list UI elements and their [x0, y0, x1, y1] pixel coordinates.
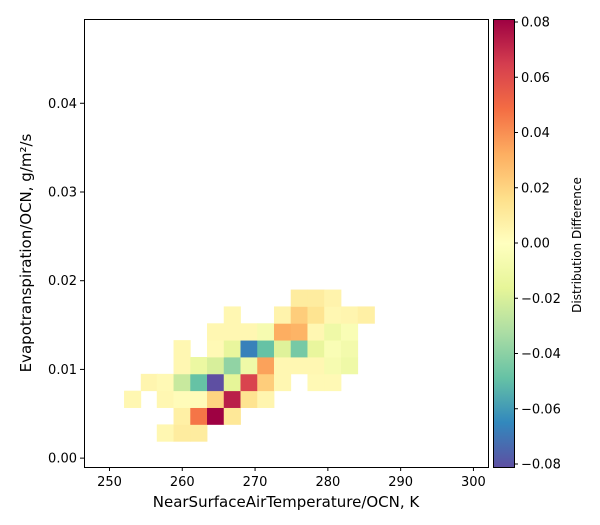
- heatmap-cell: [223, 340, 241, 358]
- y-tick-label: 0.01: [48, 363, 77, 378]
- heatmap-cell: [223, 373, 241, 392]
- heatmap-cell: [340, 306, 359, 324]
- heatmap-cell: [273, 323, 292, 341]
- heatmap-cell: [190, 424, 208, 442]
- heatmap-cell: [156, 373, 174, 392]
- y-tick-label: 0.04: [48, 97, 77, 112]
- colorbar-ticks: 0.08 0.06 0.04 0.02 0.00 −0.02 −0.04 −0.06 −0.08: [514, 16, 561, 473]
- heatmap-cell: [290, 289, 308, 307]
- y-tick-label: 0.00: [48, 452, 77, 467]
- heatmap-cell: [257, 357, 275, 375]
- heatmap-cell: [290, 323, 308, 341]
- heatmap-cell: [257, 390, 275, 408]
- heatmap-cell: [324, 306, 342, 324]
- heatmap-cell: [156, 424, 174, 442]
- heatmap-cell: [324, 340, 342, 358]
- heatmap-cell: [140, 373, 158, 392]
- colorbar-tick-label: 0.06: [521, 71, 550, 86]
- x-tick-label: 260: [170, 475, 195, 490]
- x-tick-label: 250: [97, 475, 122, 490]
- heatmap-cell: [190, 357, 208, 375]
- y-tick-label: 0.03: [48, 185, 77, 200]
- heatmap-cell: [307, 306, 325, 324]
- heatmap-cell: [307, 357, 325, 375]
- x-tick-label: 280: [315, 475, 340, 490]
- heatmap-cell: [273, 373, 292, 392]
- heatmap-cell: [290, 357, 308, 375]
- heatmap-cell: [173, 373, 191, 392]
- heatmap-cell: [190, 373, 208, 392]
- heatmap-cell: [207, 407, 225, 425]
- heatmap-cell: [190, 407, 208, 425]
- colorbar-tick-label: 0.04: [521, 126, 550, 141]
- heatmap-cell: [207, 323, 225, 341]
- y-axis-ticks: 0.00 0.01 0.02 0.03 0.04: [48, 97, 84, 467]
- colorbar-tick-label: −0.08: [521, 458, 561, 473]
- x-axis-ticks: 250 260 270 280 290 300: [97, 467, 486, 490]
- heatmap-cell: [273, 306, 292, 324]
- x-tick-label: 290: [388, 475, 413, 490]
- heatmap-cell: [257, 373, 275, 392]
- heatmap-cell: [307, 289, 325, 307]
- colorbar-tick-label: 0.02: [521, 181, 550, 196]
- heatmap-cell: [190, 390, 208, 408]
- heatmap-cell: [307, 373, 325, 392]
- heatmap-cell: [340, 323, 359, 341]
- heatmap-cell: [290, 340, 308, 358]
- colorbar-tick-label: −0.02: [521, 292, 561, 307]
- heatmap-cell: [290, 306, 308, 324]
- heatmap-cell: [324, 357, 342, 375]
- x-tick-label: 300: [461, 475, 486, 490]
- heatmap-cell: [357, 306, 375, 324]
- heatmap-cell: [240, 357, 258, 375]
- heatmap-cell: [223, 306, 241, 324]
- heatmap-cell: [173, 357, 191, 375]
- colorbar-label: Distribution Difference: [570, 177, 584, 313]
- heatmap-cell: [324, 323, 342, 341]
- heatmap-cell: [240, 390, 258, 408]
- heatmap-cell: [124, 390, 142, 408]
- heatmap-cell: [156, 390, 174, 408]
- heatmap-cell: [307, 323, 325, 341]
- heatmap-cell: [223, 390, 241, 408]
- heatmap-cell: [207, 373, 225, 392]
- heatmap-cell: [240, 340, 258, 358]
- heatmap-cell: [307, 340, 325, 358]
- x-tick-label: 270: [243, 475, 268, 490]
- heatmap-cell: [340, 340, 359, 358]
- heatmap-cell: [207, 390, 225, 408]
- heatmap-cell: [223, 407, 241, 425]
- heatmap-cell: [223, 323, 241, 341]
- heatmap-cells: [124, 289, 375, 442]
- colorbar-tick-label: −0.04: [521, 347, 561, 362]
- plot-frame: [84, 19, 489, 468]
- heatmap-cell: [257, 323, 275, 341]
- colorbar-tick-label: −0.06: [521, 402, 561, 417]
- heatmap-cell: [173, 340, 191, 358]
- heatmap-cell: [173, 407, 191, 425]
- heatmap-cell: [223, 357, 241, 375]
- y-tick-label: 0.02: [48, 274, 77, 289]
- heatmap-cell: [207, 357, 225, 375]
- heatmap-cell: [340, 357, 359, 375]
- heatmap-cell: [240, 323, 258, 341]
- heatmap-cell: [173, 424, 191, 442]
- colorbar-tick-label: 0.00: [521, 237, 550, 252]
- heatmap-cell: [173, 390, 191, 408]
- heatmap-cell: [324, 373, 342, 392]
- heatmap-cell: [273, 357, 292, 375]
- heatmap-cell: [257, 340, 275, 358]
- heatmap-cell: [240, 373, 258, 392]
- x-axis-label: NearSurfaceAirTemperature/OCN, K: [153, 493, 421, 511]
- heatmap-cell: [324, 289, 342, 307]
- heatmap-cell: [273, 340, 292, 358]
- colorbar-tick-label: 0.08: [521, 16, 550, 31]
- y-axis-label: Evapotranspiration/OCN, g/m²/s: [17, 133, 35, 372]
- heatmap-cell: [207, 340, 225, 358]
- colorbar: [493, 19, 515, 468]
